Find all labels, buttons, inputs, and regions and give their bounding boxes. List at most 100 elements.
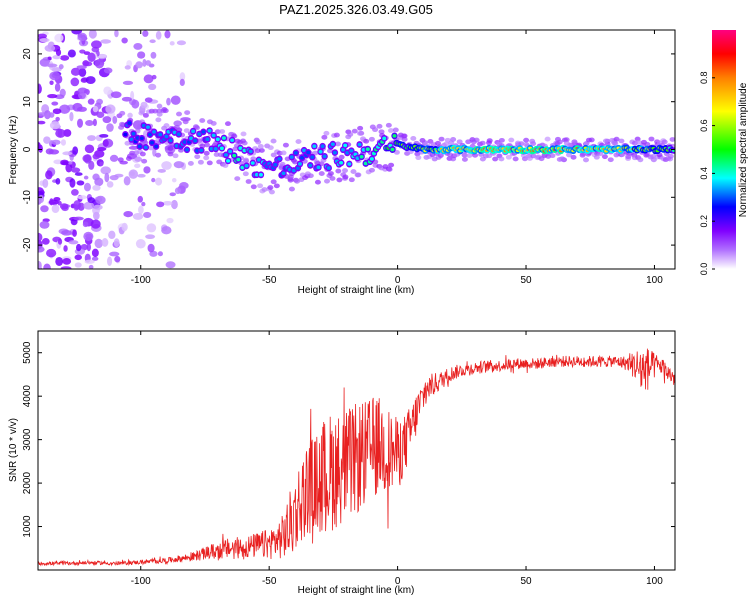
- heatmap-cell: [201, 130, 206, 134]
- heatmap-cell: [157, 251, 163, 257]
- heatmap-cell: [163, 123, 170, 128]
- spectrogram-y-label: Frequency (Hz): [8, 116, 19, 185]
- heatmap-cell: [60, 55, 70, 61]
- heatmap-cell: [387, 128, 394, 133]
- heatmap-cell: [180, 117, 191, 122]
- heatmap-cell: [461, 152, 468, 158]
- heatmap-cell: [65, 163, 73, 173]
- heatmap-cell: [498, 137, 505, 143]
- heatmap-cell: [261, 187, 268, 192]
- colorbar: 0.0 0.2 0.4 0.6 0.8 Normalized spectral ampl…: [699, 30, 749, 275]
- heatmap-cell: [306, 150, 311, 155]
- heatmap-cell: [71, 188, 79, 196]
- spectrogram-x-ticks: -100 -50 0 50 100: [131, 30, 663, 286]
- y-tick-label: 2000: [22, 472, 33, 495]
- heatmap-cell: [41, 237, 50, 245]
- heatmap-cell: [59, 203, 69, 210]
- x-tick-label: 100: [646, 275, 663, 286]
- heatmap-cell: [635, 139, 642, 145]
- heatmap-cell: [49, 80, 54, 86]
- heatmap-cell: [270, 138, 277, 144]
- heatmap-cell: [236, 157, 241, 162]
- heatmap-cell: [669, 137, 675, 142]
- heatmap-cell: [197, 159, 204, 165]
- heatmap-cell: [141, 201, 146, 207]
- heatmap-cell: [318, 150, 323, 154]
- heatmap-cell: [529, 138, 536, 144]
- x-tick-label: 0: [395, 576, 401, 587]
- heatmap-cell: [242, 171, 249, 177]
- heatmap-cell: [51, 204, 60, 213]
- heatmap-cell: [90, 219, 101, 229]
- heatmap-cell: [197, 132, 202, 136]
- heatmap-cell: [51, 139, 61, 145]
- heatmap-cell: [70, 167, 81, 173]
- heatmap-cell: [607, 157, 614, 163]
- heatmap-cell: [248, 149, 253, 154]
- heatmap-cell: [359, 154, 364, 159]
- heatmap-cell: [273, 183, 280, 189]
- heatmap-cell: [270, 179, 277, 185]
- heatmap-cell: [173, 161, 185, 169]
- heatmap-cell: [165, 261, 176, 269]
- heatmap-cell: [351, 128, 358, 134]
- x-tick-label: 50: [520, 576, 532, 587]
- heatmap-cell: [369, 157, 374, 161]
- heatmap-cell: [133, 42, 143, 50]
- heatmap-cell: [114, 255, 121, 263]
- heatmap-cell: [72, 102, 83, 112]
- heatmap-cell: [238, 146, 243, 150]
- heatmap-cell: [297, 162, 302, 166]
- heatmap-cell: [134, 163, 141, 169]
- heatmap-cell: [135, 61, 143, 69]
- heatmap-cell: [78, 67, 87, 77]
- x-tick-label: 100: [646, 576, 663, 587]
- heatmap-cell: [103, 67, 113, 74]
- heatmap-cell: [363, 161, 368, 166]
- heatmap-cell: [148, 145, 155, 151]
- heatmap-cell: [72, 229, 77, 237]
- heatmap-cell: [250, 184, 257, 190]
- heatmap-cell: [92, 153, 101, 160]
- y-tick-label: 4000: [22, 385, 33, 408]
- heatmap-cell: [322, 154, 327, 159]
- heatmap-cell: [143, 166, 151, 174]
- heatmap-cell: [434, 140, 441, 146]
- heatmap-cell: [55, 256, 64, 266]
- heatmap-cell: [38, 246, 45, 253]
- heatmap-cell: [277, 157, 282, 161]
- heatmap-cell: [312, 144, 317, 148]
- heatmap-cell: [43, 110, 51, 120]
- heatmap-cell: [97, 147, 107, 152]
- colorbar-tick-label: 0.8: [699, 72, 709, 85]
- heatmap-cell: [618, 138, 625, 144]
- heatmap-cell: [270, 152, 277, 158]
- heatmap-cell: [87, 52, 96, 62]
- heatmap-cell: [86, 243, 92, 252]
- heatmap-cell: [393, 149, 400, 155]
- heatmap-cell: [327, 171, 334, 176]
- heatmap-cell: [77, 87, 88, 95]
- heatmap-cell: [62, 151, 73, 156]
- heatmap-cell: [73, 216, 84, 221]
- heatmap-cell: [110, 91, 122, 99]
- heatmap-cell: [38, 112, 47, 117]
- heatmap-cell: [39, 38, 50, 43]
- heatmap-cell: [139, 151, 146, 157]
- heatmap-cell: [134, 156, 143, 162]
- heatmap-cell: [338, 154, 345, 160]
- heatmap-cell: [70, 67, 81, 76]
- heatmap-cell: [51, 67, 62, 72]
- heatmap-cell: [63, 245, 68, 252]
- heatmap-cell: [121, 96, 132, 102]
- heatmap-cell: [228, 149, 233, 154]
- heatmap-cell: [164, 134, 169, 139]
- heatmap-cell: [142, 112, 149, 118]
- heatmap-cell: [173, 120, 182, 127]
- heatmap-cell: [326, 166, 331, 170]
- heatmap-cell: [211, 133, 216, 138]
- heatmap-cell: [161, 161, 172, 170]
- heatmap-cell: [437, 153, 444, 158]
- heatmap-cell: [330, 142, 335, 146]
